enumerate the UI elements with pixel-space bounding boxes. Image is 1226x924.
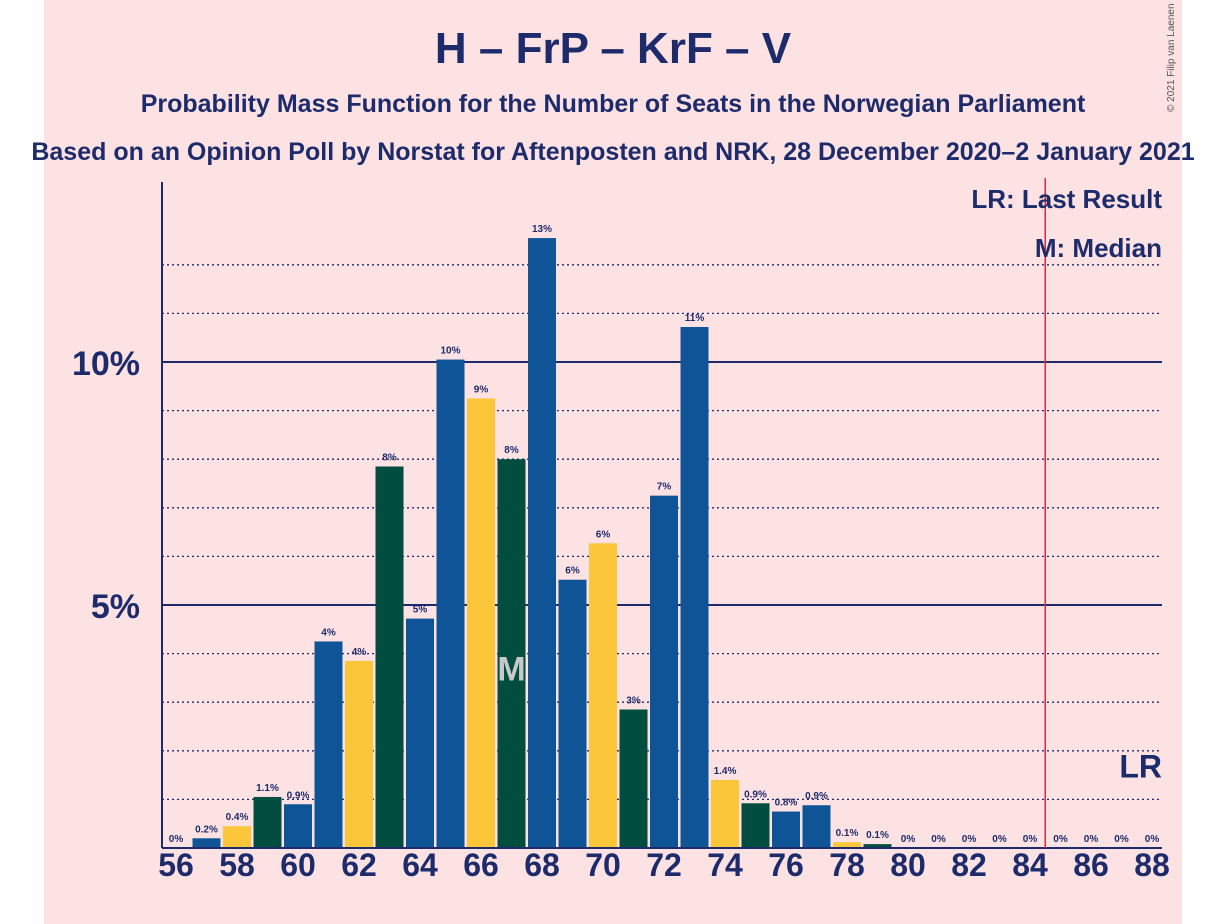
- x-tick-label: 82: [951, 847, 987, 883]
- chart-title: H – FrP – KrF – V: [434, 24, 792, 73]
- y-tick-label: 5%: [91, 588, 140, 626]
- data-label-86: 0%: [1084, 834, 1099, 845]
- bar-62: [345, 660, 373, 848]
- median-marker: M: [497, 650, 525, 688]
- data-label-73: 11%: [685, 313, 705, 324]
- data-label-66: 9%: [474, 384, 489, 395]
- bar-65: [436, 359, 465, 848]
- x-tick-label: 56: [158, 847, 194, 883]
- data-label-64: 5%: [413, 605, 428, 616]
- x-tick-label: 84: [1012, 847, 1048, 883]
- data-label-75: 0.9%: [744, 789, 767, 800]
- bar-78: [833, 842, 861, 848]
- data-label-57: 0.2%: [195, 824, 218, 835]
- x-tick-label: 72: [646, 847, 682, 883]
- x-tick-label: 58: [219, 847, 255, 883]
- bar-58: [223, 826, 251, 848]
- bar-73: [680, 327, 709, 848]
- bar-57: [192, 838, 221, 848]
- x-tick-label: 80: [890, 847, 926, 883]
- chart-source: Based on an Opinion Poll by Norstat for …: [31, 138, 1195, 166]
- bar-67: [497, 459, 526, 848]
- data-label-63: 8%: [382, 452, 397, 463]
- data-label-59: 1.1%: [256, 783, 279, 794]
- data-label-67: 8%: [504, 445, 519, 456]
- legend-last-result: LR: Last Result: [971, 184, 1162, 214]
- x-tick-label: 60: [280, 847, 316, 883]
- data-label-83: 0%: [992, 834, 1007, 845]
- x-tick-label: 66: [463, 847, 499, 883]
- x-tick-label: 88: [1134, 847, 1170, 883]
- data-label-88: 0%: [1145, 834, 1160, 845]
- bar-75: [741, 803, 770, 848]
- data-label-71: 3%: [626, 695, 641, 706]
- bar-74: [711, 779, 739, 848]
- data-label-76: 0.8%: [775, 798, 798, 809]
- last-result-marker: LR: [1119, 749, 1162, 785]
- bar-59: [253, 796, 282, 848]
- data-label-70: 6%: [596, 529, 611, 540]
- data-label-61: 4%: [321, 627, 336, 638]
- data-label-82: 0%: [962, 834, 977, 845]
- x-tick-label: 62: [341, 847, 377, 883]
- bar-70: [589, 543, 617, 848]
- data-label-56: 0%: [169, 834, 184, 845]
- data-label-78: 0.1%: [836, 828, 859, 839]
- data-label-72: 7%: [657, 482, 672, 493]
- data-label-77: 0.9%: [805, 791, 828, 802]
- x-tick-label: 70: [585, 847, 621, 883]
- data-label-84: 0%: [1023, 834, 1038, 845]
- bar-71: [619, 709, 648, 848]
- bar-63: [375, 466, 404, 848]
- bar-60: [284, 804, 312, 848]
- bar-64: [406, 618, 434, 848]
- y-tick-label: 10%: [72, 345, 140, 383]
- x-tick-label: 64: [402, 847, 438, 883]
- bar-69: [558, 579, 587, 848]
- bar-68: [528, 238, 556, 848]
- data-label-69: 6%: [565, 566, 580, 577]
- data-label-74: 1.4%: [714, 766, 737, 777]
- data-label-58: 0.4%: [226, 812, 249, 823]
- chart-subtitle: Probability Mass Function for the Number…: [140, 90, 1086, 118]
- x-tick-label: 76: [768, 847, 804, 883]
- bar-66: [467, 398, 495, 848]
- legend-median: M: Median: [1034, 233, 1162, 263]
- data-label-85: 0%: [1053, 834, 1068, 845]
- data-label-68: 13%: [532, 224, 552, 235]
- x-tick-label: 86: [1073, 847, 1109, 883]
- bar-76: [772, 811, 800, 848]
- data-label-79: 0.1%: [866, 830, 889, 841]
- data-label-65: 10%: [440, 346, 460, 357]
- bar-61: [314, 641, 343, 848]
- x-tick-label: 78: [829, 847, 865, 883]
- data-label-87: 0%: [1114, 834, 1129, 845]
- data-label-80: 0%: [901, 834, 916, 845]
- x-tick-label: 68: [524, 847, 560, 883]
- data-label-81: 0%: [931, 834, 946, 845]
- data-label-62: 4%: [352, 647, 367, 658]
- data-label-60: 0.9%: [287, 790, 310, 801]
- bar-79: [863, 844, 892, 848]
- bar-72: [650, 495, 678, 848]
- bar-77: [802, 805, 831, 848]
- x-tick-label: 74: [707, 847, 743, 883]
